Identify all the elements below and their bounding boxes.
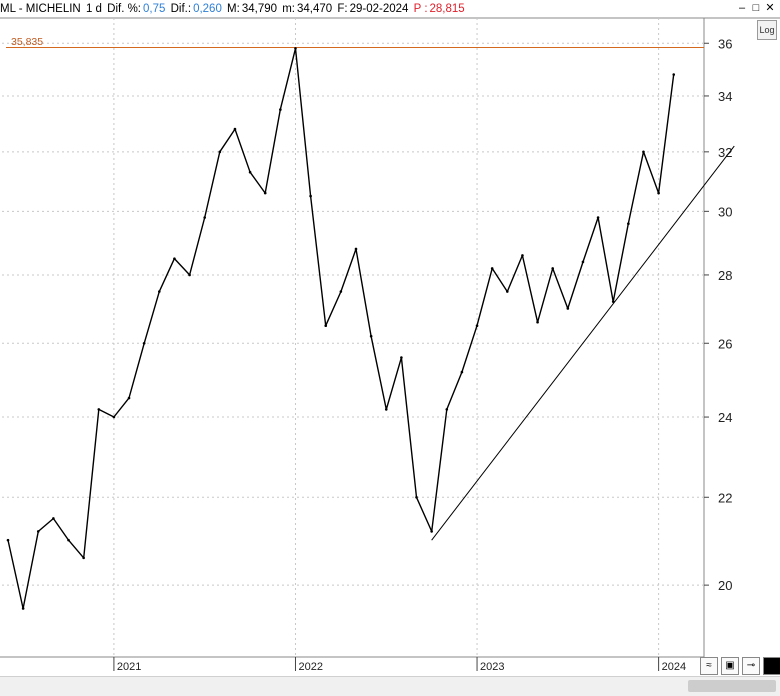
price-point: [490, 267, 494, 270]
price-point: [173, 257, 176, 260]
price-point: [369, 334, 373, 338]
price-point: [445, 408, 449, 411]
horizontal-scrollbar[interactable]: [0, 676, 780, 696]
scrollbar-thumb[interactable]: [688, 680, 776, 692]
dif-pct-label: Dif. %:: [107, 3, 142, 15]
dif-label: Dif.:: [170, 3, 192, 15]
dif-pct-value: 0,75: [143, 3, 166, 15]
p-value: 28,815: [429, 3, 465, 15]
price-point: [112, 415, 116, 419]
price-point: [248, 170, 252, 174]
minimize-icon[interactable]: –: [738, 2, 746, 14]
price-point: [279, 108, 282, 111]
maximize-icon[interactable]: □: [752, 2, 760, 14]
save-icon[interactable]: ▣: [721, 657, 739, 675]
price-point: [551, 267, 554, 270]
color-swatch-icon[interactable]: [763, 657, 780, 675]
window-controls: – □ ✕: [736, 2, 776, 14]
max-value: 34,790: [241, 3, 278, 15]
price-point: [339, 290, 343, 293]
y-tick-label: 32: [718, 145, 732, 160]
bottom-toolbar: ≈ ▣ ⊸: [700, 657, 780, 675]
x-tick-label: 2023: [480, 661, 504, 673]
y-tick-label: 20: [718, 578, 732, 593]
y-tick-label: 30: [718, 204, 732, 219]
symbol-label: ML - MICHELIN: [0, 3, 81, 15]
price-point: [82, 556, 85, 560]
price-point: [67, 538, 70, 542]
price-point: [596, 216, 600, 219]
y-tick-label: 28: [718, 268, 732, 283]
price-point: [52, 517, 55, 520]
price-point: [627, 222, 630, 226]
price-point: [97, 408, 101, 411]
close-icon[interactable]: ✕: [765, 2, 775, 14]
price-point: [233, 127, 237, 131]
price-point: [127, 396, 131, 400]
price-series-line: [7, 47, 675, 610]
price-point: [460, 370, 464, 374]
price-point: [36, 530, 40, 533]
dif-value: 0,260: [193, 3, 222, 15]
price-point: [657, 191, 660, 195]
date-label: F:: [337, 3, 348, 15]
price-point: [21, 607, 25, 610]
price-point: [475, 324, 479, 327]
reference-line-label: 35,835: [11, 36, 44, 48]
x-tick-label: 2024: [662, 661, 686, 673]
price-point: [324, 324, 328, 327]
pin-icon[interactable]: ⊸: [742, 657, 760, 675]
price-point: [384, 408, 388, 411]
price-point: [6, 538, 10, 542]
price-point: [263, 191, 267, 195]
price-point: [354, 247, 358, 251]
chart-header: ML - MICHELIN 1 d Dif. %: 0,75 Dif.: 0,260…: [0, 0, 704, 18]
y-tick-label: 34: [718, 89, 732, 104]
price-point: [430, 530, 433, 533]
price-point: [400, 356, 403, 359]
min-value: 34,470: [297, 3, 333, 15]
support-trendline: [431, 145, 735, 541]
price-point: [581, 260, 585, 264]
x-tick-label: 2022: [298, 661, 322, 673]
date-value: 29-02-2024: [349, 3, 409, 15]
price-point: [158, 290, 161, 293]
wave-icon[interactable]: ≈: [700, 657, 718, 675]
price-point: [521, 254, 524, 257]
y-tick-label: 24: [718, 410, 732, 425]
max-label: M:: [227, 3, 240, 15]
price-point: [672, 73, 676, 76]
price-point: [142, 341, 146, 345]
y-tick-label: 36: [718, 36, 732, 51]
min-label: m:: [282, 3, 295, 15]
log-scale-button[interactable]: Log: [757, 20, 777, 40]
price-point: [309, 194, 312, 198]
y-tick-label: 22: [718, 490, 732, 505]
price-point: [203, 216, 206, 219]
p-label: P :: [413, 3, 428, 15]
period-label: 1 d: [85, 3, 102, 15]
y-tick-label: 26: [718, 336, 732, 351]
price-point: [536, 320, 539, 324]
price-point: [294, 47, 297, 50]
price-point: [506, 290, 509, 293]
price-point: [566, 307, 570, 310]
price-point: [188, 273, 191, 277]
price-point: [642, 150, 645, 154]
price-point: [415, 495, 418, 499]
price-point: [218, 150, 222, 154]
x-tick-label: 2021: [117, 661, 141, 673]
